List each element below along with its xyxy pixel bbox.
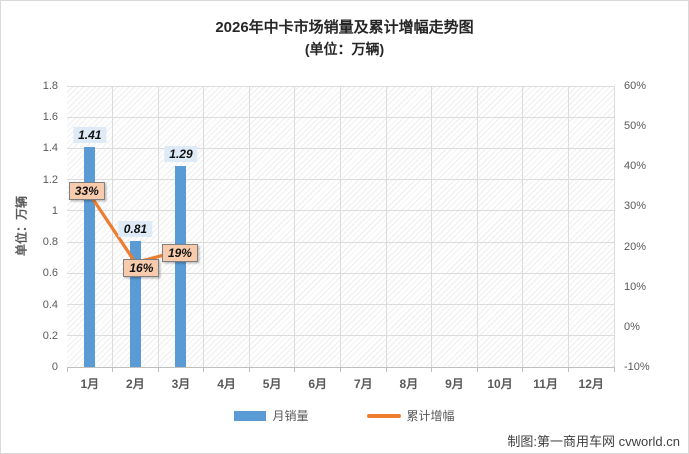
x-axis-tick-mark [294, 367, 296, 372]
x-axis-tick-mark [157, 367, 159, 372]
x-axis-tick-mark [112, 367, 114, 372]
gridline-vertical [385, 86, 387, 367]
gridline-vertical [613, 86, 615, 367]
bar-1月 [84, 146, 96, 367]
bar-value-label: 1.29 [164, 145, 198, 162]
gridline-vertical [431, 86, 433, 367]
x-axis-tick-mark [66, 367, 68, 372]
legend: 月销量 累计增幅 [1, 407, 688, 424]
x-axis-tick-mark [431, 367, 433, 372]
x-axis-label: 11月 [533, 377, 558, 391]
left-axis-tick-label: 0.8 [42, 236, 58, 249]
gridline-vertical [476, 86, 478, 367]
x-axis-label: 10月 [487, 377, 513, 391]
line-swatch-icon [366, 413, 401, 418]
x-axis-tick-mark [203, 367, 205, 372]
x-axis-label: 12月 [578, 377, 604, 391]
x-axis-label: 1月 [80, 377, 100, 391]
x-axis-tick-mark [522, 367, 524, 372]
line-value-label: 16% [123, 258, 160, 277]
right-axis-tick-label: 20% [624, 240, 647, 253]
chart-title: 2026年中卡市场销量及累计增幅走势图 [215, 19, 474, 36]
legend-item-cumulative-growth: 累计增幅 [366, 407, 455, 424]
x-axis-label: 3月 [171, 377, 191, 391]
x-axis-tick-mark [476, 367, 478, 372]
right-axis-tick-label: 60% [624, 80, 647, 92]
left-axis-tick-label: 1.8 [42, 80, 58, 92]
x-axis-tick-mark [385, 367, 387, 372]
left-axis-tick-label: 0.4 [42, 298, 58, 311]
gridline-vertical [203, 86, 205, 367]
x-axis-line [67, 367, 615, 368]
bar-swatch-icon [234, 410, 267, 421]
right-axis-tick-label: 40% [624, 160, 647, 173]
right-axis-tick-label: 30% [624, 200, 647, 213]
bar-3月 [175, 165, 187, 367]
left-axis-tick-label: 0 [51, 361, 58, 373]
right-axis-tick-label: 10% [624, 280, 647, 293]
left-axis-tick-label: 1.4 [42, 142, 58, 155]
gridline-vertical [522, 86, 524, 367]
right-axis-tick-label: -10% [624, 361, 650, 373]
left-axis-tick-label: 1.2 [42, 173, 58, 186]
credit-text: 制图:第一商用车网 cvworld.cn [507, 434, 680, 449]
right-axis-tick-label: 50% [624, 120, 647, 133]
x-axis-label: 7月 [353, 377, 373, 391]
x-axis-tick-mark [613, 367, 615, 372]
bar-value-label: 1.41 [73, 126, 107, 143]
chart-subtitle: (单位：万辆) [304, 41, 385, 57]
right-axis-tick-label: 0% [624, 320, 640, 333]
gridline-vertical [157, 86, 159, 367]
gridline-vertical [294, 86, 296, 367]
x-axis-label: 5月 [262, 377, 282, 391]
gridline-vertical [567, 86, 569, 367]
x-axis-tick-mark [248, 367, 250, 372]
legend-label: 累计增幅 [406, 409, 455, 423]
x-axis-label: 2月 [126, 377, 145, 391]
left-axis-tick-label: 1 [51, 204, 58, 217]
left-axis-tick-label: 0.2 [42, 329, 58, 342]
left-axis-tick-label: 0.6 [42, 267, 58, 280]
legend-item-monthly-sales: 月销量 [234, 407, 309, 424]
x-axis-tick-mark [340, 367, 341, 372]
line-value-label: 33% [68, 182, 105, 201]
gridline-vertical [340, 86, 341, 367]
line-value-label: 19% [161, 243, 198, 262]
x-axis-tick-mark [567, 367, 569, 372]
left-axis-tick-label: 1.6 [42, 111, 58, 124]
x-axis-label: 6月 [308, 377, 328, 391]
title-block: 2026年中卡市场销量及累计增幅走势图 (单位：万辆) [1, 17, 688, 59]
bar-value-label: 0.81 [118, 220, 153, 237]
bar-2月 [129, 240, 141, 367]
x-axis-label: 8月 [399, 377, 419, 391]
legend-label: 月销量 [272, 409, 309, 423]
x-axis-label: 9月 [445, 377, 464, 391]
x-axis-label: 4月 [217, 377, 236, 391]
gridline-vertical [112, 86, 114, 367]
gridline-vertical [248, 86, 250, 367]
